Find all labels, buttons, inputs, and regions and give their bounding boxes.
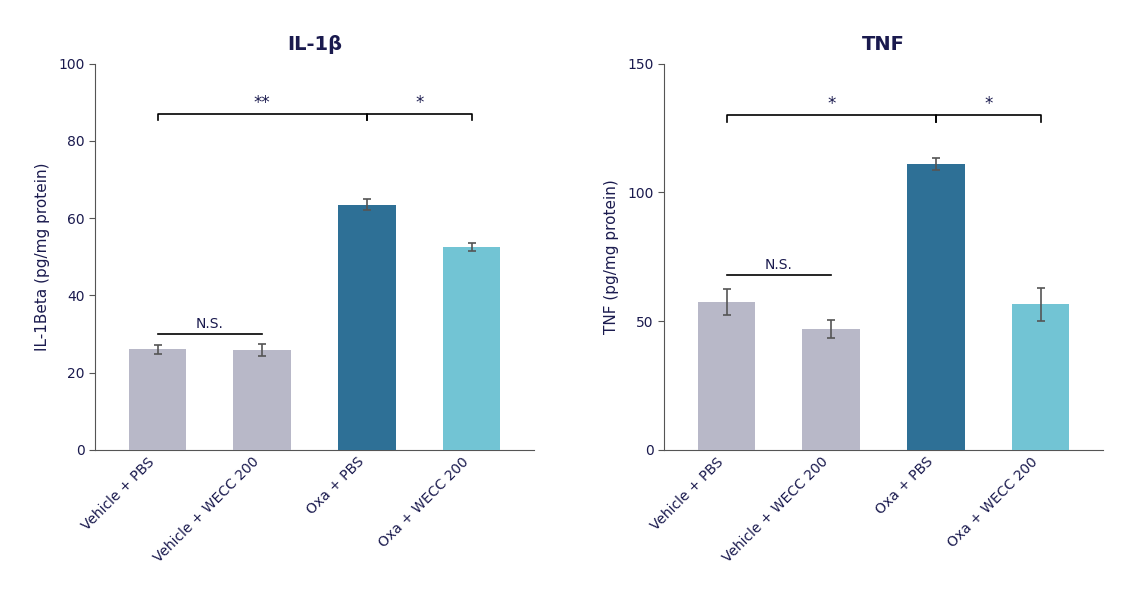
- Bar: [1012, 304, 1070, 450]
- Y-axis label: IL-1Beta (pg/mg protein): IL-1Beta (pg/mg protein): [35, 163, 50, 351]
- Text: *: *: [415, 94, 423, 112]
- Text: *: *: [827, 95, 835, 113]
- Y-axis label: TNF (pg/mg protein): TNF (pg/mg protein): [604, 179, 619, 334]
- Bar: [338, 205, 396, 450]
- Text: N.S.: N.S.: [196, 317, 224, 331]
- Bar: [802, 329, 860, 450]
- Bar: [129, 349, 187, 450]
- Text: *: *: [984, 95, 992, 113]
- Text: **: **: [254, 94, 271, 112]
- Bar: [233, 350, 291, 450]
- Title: TNF: TNF: [863, 35, 905, 54]
- Text: N.S.: N.S.: [765, 258, 793, 272]
- Bar: [907, 164, 965, 450]
- Title: IL-1β: IL-1β: [287, 35, 343, 54]
- Bar: [443, 247, 501, 450]
- Bar: [698, 302, 756, 450]
